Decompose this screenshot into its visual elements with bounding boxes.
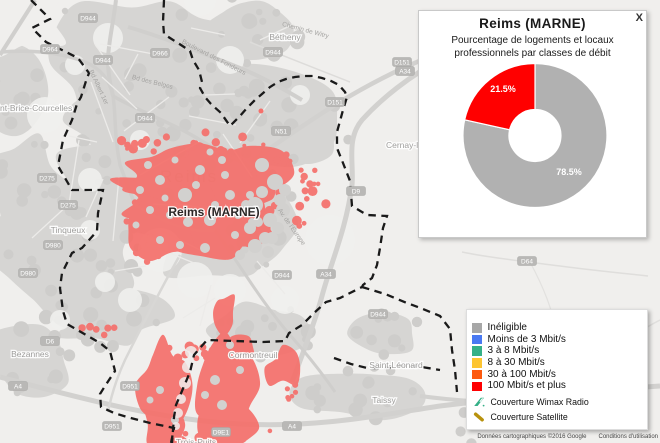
svg-text:A4: A4 xyxy=(14,384,22,391)
svg-text:Reims (MARNE): Reims (MARNE) xyxy=(168,205,259,219)
svg-text:A34: A34 xyxy=(320,272,332,279)
svg-text:D944: D944 xyxy=(137,116,153,123)
svg-text:D944: D944 xyxy=(80,16,96,23)
svg-text:D275: D275 xyxy=(39,176,55,183)
svg-text:Saint-Léonard: Saint-Léonard xyxy=(369,360,423,370)
svg-text:D944: D944 xyxy=(274,273,290,280)
svg-text:D944: D944 xyxy=(370,312,386,319)
svg-text:D151: D151 xyxy=(394,60,410,67)
svg-text:D275: D275 xyxy=(60,203,76,210)
svg-text:A4: A4 xyxy=(288,424,296,431)
svg-text:21.5%: 21.5% xyxy=(490,84,516,94)
svg-text:D944: D944 xyxy=(95,58,111,65)
svg-text:D6: D6 xyxy=(46,339,55,346)
svg-text:D944: D944 xyxy=(265,50,281,57)
svg-text:N51: N51 xyxy=(275,129,287,136)
svg-text:Tinqueux: Tinqueux xyxy=(51,225,86,235)
svg-text:Bétheny: Bétheny xyxy=(269,32,301,42)
svg-text:D9: D9 xyxy=(352,189,361,196)
svg-text:D980: D980 xyxy=(20,271,36,278)
svg-text:D951: D951 xyxy=(104,424,120,431)
svg-text:D964: D964 xyxy=(42,47,58,54)
svg-text:A34: A34 xyxy=(399,69,411,76)
svg-text:78.5%: 78.5% xyxy=(556,167,582,177)
svg-text:Taissy: Taissy xyxy=(372,395,396,405)
svg-text:Trois-Puits: Trois-Puits xyxy=(176,437,216,443)
svg-text:Bezannes: Bezannes xyxy=(11,349,49,359)
svg-text:Cormontreuil: Cormontreuil xyxy=(229,350,278,360)
svg-text:D966: D966 xyxy=(152,51,168,58)
svg-text:D151: D151 xyxy=(327,100,343,107)
svg-text:D951: D951 xyxy=(122,384,138,391)
svg-text:Saint-Brice-Courcelles: Saint-Brice-Courcelles xyxy=(0,103,72,113)
svg-text:D980: D980 xyxy=(45,243,61,250)
svg-text:D9E1: D9E1 xyxy=(213,430,230,437)
svg-text:D64: D64 xyxy=(521,259,533,266)
